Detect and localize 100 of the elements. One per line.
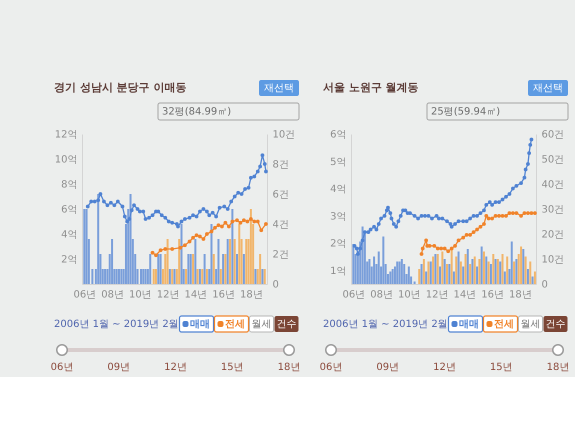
- y-tick-label: 6억: [330, 130, 346, 140]
- bar: [86, 209, 88, 284]
- y-tick-label: 4억: [330, 184, 346, 196]
- bar: [174, 269, 176, 284]
- point: [150, 250, 154, 255]
- text: 09년: [107, 362, 130, 373]
- bar: [446, 264, 448, 284]
- x-tick-label: 08년: [370, 290, 393, 300]
- x-tick-label: 06년: [342, 290, 366, 300]
- point: [194, 233, 198, 238]
- point: [178, 246, 182, 250]
- bar: [420, 264, 423, 284]
- point: [128, 217, 132, 221]
- point: [252, 174, 256, 178]
- point: [446, 249, 450, 254]
- bar: [434, 254, 436, 284]
- point: [258, 164, 262, 168]
- point: [150, 213, 154, 218]
- x-tick-label: 14년: [453, 290, 476, 300]
- point: [166, 220, 171, 224]
- bar: [408, 266, 410, 284]
- point: [242, 218, 246, 222]
- y-tick-label: 5억: [330, 156, 346, 168]
- point: [514, 211, 518, 215]
- point: [259, 228, 264, 232]
- bar: [204, 254, 206, 284]
- point: [154, 253, 158, 258]
- point: [98, 192, 102, 196]
- y-tick-label: 8억: [61, 180, 78, 190]
- point: [218, 206, 222, 210]
- point: [210, 230, 214, 234]
- x-tick-label: 16년: [212, 290, 235, 300]
- point: [198, 210, 202, 214]
- bar: [526, 269, 529, 284]
- point: [497, 214, 501, 218]
- point: [428, 244, 432, 248]
- text: 15년: [490, 362, 513, 373]
- point: [432, 244, 436, 248]
- point: [213, 226, 217, 230]
- y2-tick-label: 6건: [272, 190, 289, 200]
- bar: [452, 272, 455, 284]
- point: [158, 248, 162, 252]
- point: [132, 203, 136, 208]
- bar: [142, 269, 144, 284]
- point: [222, 204, 226, 208]
- point: [229, 200, 234, 204]
- x-tick-label: 12년: [156, 290, 180, 300]
- bar: [427, 262, 430, 284]
- point: [420, 252, 424, 256]
- bar: [185, 269, 188, 284]
- bar: [154, 269, 157, 284]
- bar: [180, 224, 182, 284]
- bar: [469, 264, 472, 284]
- point: [92, 200, 97, 204]
- bar: [398, 262, 401, 284]
- text: 재선택: [264, 83, 294, 94]
- point: [191, 236, 195, 240]
- point: [106, 203, 110, 208]
- point: [262, 162, 267, 166]
- point: [138, 210, 142, 214]
- bar: [515, 259, 518, 284]
- point: [504, 214, 508, 218]
- y2-tick-label: 4건: [272, 220, 289, 230]
- point: [486, 216, 490, 220]
- legend-label: 매매: [459, 319, 479, 330]
- point: [530, 211, 534, 215]
- x-tick-label: 16년: [481, 290, 504, 300]
- bar: [418, 269, 420, 284]
- bar: [436, 254, 439, 284]
- point: [249, 176, 253, 180]
- bar: [178, 239, 180, 284]
- bar: [430, 262, 432, 284]
- point: [230, 220, 234, 224]
- point: [252, 220, 256, 224]
- point: [240, 192, 244, 196]
- bar: [120, 269, 122, 284]
- point: [163, 247, 168, 251]
- point: [246, 220, 250, 224]
- x-tick-label: 10년: [128, 290, 152, 300]
- bar: [192, 254, 194, 284]
- point: [256, 170, 260, 174]
- bar: [506, 256, 508, 284]
- y-tick-label: 2억: [330, 238, 346, 250]
- point: [453, 244, 457, 248]
- point: [220, 224, 224, 228]
- bar: [485, 256, 488, 284]
- point: [468, 233, 472, 237]
- point: [198, 234, 202, 238]
- text: 재선택: [533, 83, 563, 94]
- bar: [118, 269, 120, 284]
- y-tick-label: 6억: [61, 204, 78, 216]
- bar: [226, 239, 229, 284]
- bar: [510, 242, 513, 284]
- point: [226, 207, 230, 211]
- text: 월세: [520, 319, 540, 330]
- bar: [140, 269, 142, 284]
- bar: [234, 239, 236, 284]
- point: [235, 218, 239, 222]
- bar: [229, 239, 232, 284]
- bar: [444, 259, 446, 284]
